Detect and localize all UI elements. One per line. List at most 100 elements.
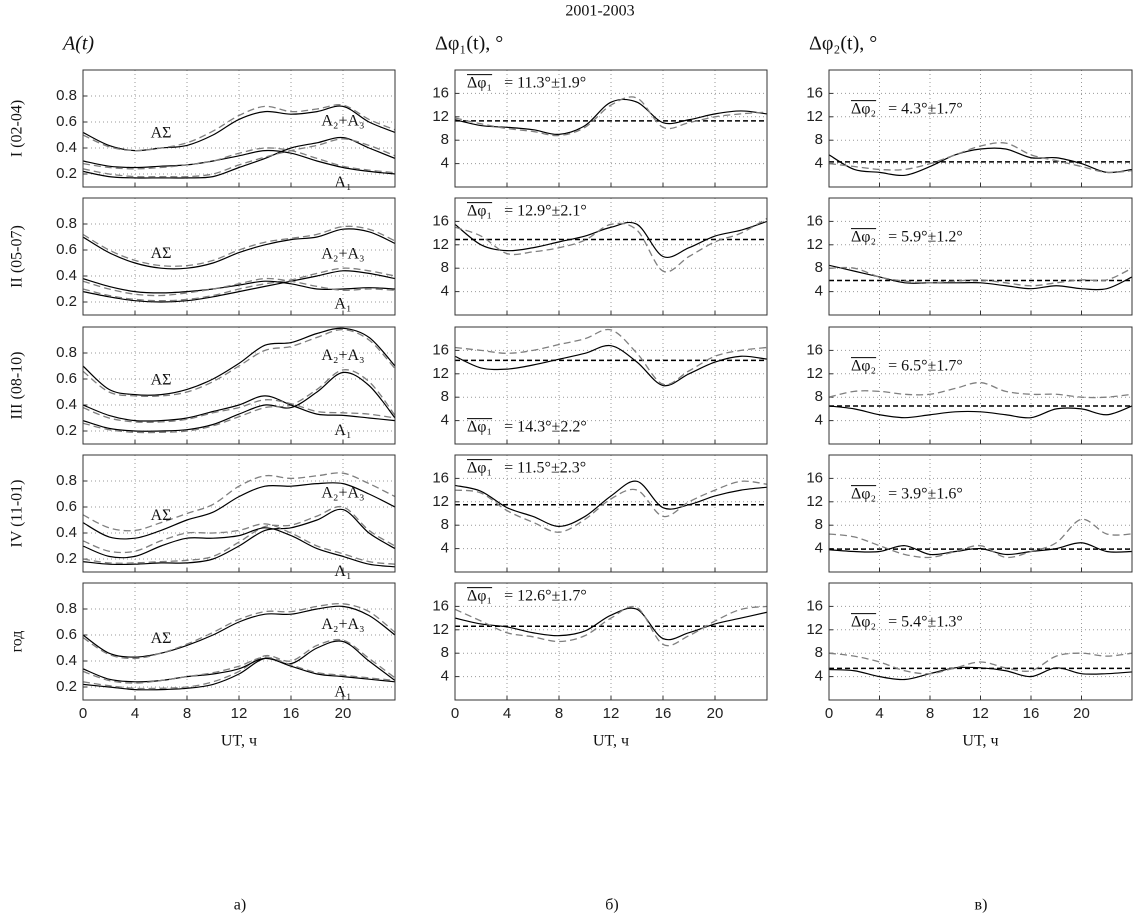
panel-label: б) xyxy=(605,897,618,914)
x-tick-label: 0 xyxy=(79,705,87,722)
mean-label: = 5.9°±1.2° xyxy=(888,229,963,246)
data-line xyxy=(83,228,395,270)
data-line xyxy=(83,482,395,540)
mean-label: = 14.3°±2.2° xyxy=(504,419,587,436)
x-tick-label: 0 xyxy=(825,705,833,722)
y-tick-label: 0.6 xyxy=(56,113,77,130)
plot-lines xyxy=(83,472,395,568)
data-line xyxy=(83,605,395,658)
data-line xyxy=(83,508,395,566)
curve-label: AΣ xyxy=(151,507,172,524)
y-tick-label: 16 xyxy=(806,84,823,101)
curve-label: A₁ xyxy=(334,422,351,439)
mean-symbol: Δφ₂ xyxy=(851,358,876,375)
y-tick-label: 0.2 xyxy=(56,550,77,567)
y-tick-label: 4 xyxy=(441,668,449,685)
y-tick-label: 0.4 xyxy=(56,652,77,669)
plot-lines xyxy=(83,225,395,303)
mean-label: = 12.6°±1.7° xyxy=(504,588,587,605)
y-tick-label: 16 xyxy=(432,84,449,101)
data-line xyxy=(83,138,395,178)
mean-symbol: Δφ₁ xyxy=(467,75,492,92)
data-line xyxy=(829,542,1132,556)
plot-frame xyxy=(82,69,396,188)
plot-frame xyxy=(454,326,768,445)
mean-label: = 11.3°±1.9° xyxy=(504,75,586,92)
plot-area xyxy=(829,327,1132,444)
curve-label: A₁ xyxy=(334,296,351,313)
data-line xyxy=(83,147,395,174)
y-tick-label: 8 xyxy=(815,388,823,405)
plot-lines xyxy=(455,217,767,273)
y-tick-label: 12 xyxy=(432,236,449,253)
row-label: IV (11-01) xyxy=(9,480,26,548)
y-tick-label: 8 xyxy=(441,644,449,661)
y-tick-label: 16 xyxy=(806,212,823,229)
y-tick-label: 16 xyxy=(806,341,823,358)
curve-label: A₁ xyxy=(334,174,351,191)
y-tick-label: 0.6 xyxy=(56,241,77,258)
curve-label: A₂+A₃ xyxy=(321,112,364,129)
curve-label: AΣ xyxy=(151,125,172,142)
y-tick-label: 8 xyxy=(441,259,449,276)
y-tick-label: 12 xyxy=(432,108,449,125)
y-tick-label: 0.2 xyxy=(56,293,77,310)
plot-frame xyxy=(454,454,768,573)
y-tick-label: 0.6 xyxy=(56,626,77,643)
plot-area xyxy=(829,198,1132,315)
x-tick-label: 12 xyxy=(603,705,620,722)
data-line xyxy=(829,405,1132,419)
y-tick-label: 0.8 xyxy=(56,87,77,104)
y-tick-label: 0.2 xyxy=(56,165,77,182)
plot-frame xyxy=(82,454,396,573)
mean-symbol: Δφ₁ xyxy=(467,588,492,605)
x-tick-label: 16 xyxy=(1023,705,1040,722)
mean-label: = 4.3°±1.7° xyxy=(888,101,963,118)
plot-frame xyxy=(828,197,1133,316)
mean-symbol: Δφ₁ xyxy=(467,203,492,220)
mean-symbol: Δφ₂ xyxy=(851,614,876,631)
plot-area xyxy=(455,455,767,572)
plot-frame xyxy=(828,326,1133,445)
data-line xyxy=(83,657,395,683)
column-title: Δφ₂(t), ° xyxy=(809,33,877,55)
data-line xyxy=(83,328,395,398)
data-line xyxy=(455,605,767,647)
plot-area xyxy=(455,198,767,315)
plot-area xyxy=(83,198,395,315)
mean-symbol: Δφ₂ xyxy=(851,486,876,503)
y-tick-label: 4 xyxy=(815,412,823,429)
curve-label: AΣ xyxy=(151,630,172,647)
y-tick-label: 8 xyxy=(441,388,449,405)
data-line xyxy=(829,147,1132,177)
column-title: Δφ₁(t), ° xyxy=(435,33,503,55)
plot-area xyxy=(829,455,1132,572)
y-tick-label: 16 xyxy=(806,597,823,614)
y-tick-label: 4 xyxy=(815,155,823,172)
data-line xyxy=(829,264,1132,291)
y-tick-label: 0.2 xyxy=(56,422,77,439)
y-tick-label: 4 xyxy=(815,283,823,300)
y-tick-label: 12 xyxy=(432,621,449,638)
plot-area xyxy=(83,327,395,444)
y-tick-label: 8 xyxy=(815,131,823,148)
data-line xyxy=(83,149,395,175)
y-tick-label: 8 xyxy=(815,516,823,533)
data-line xyxy=(83,505,395,564)
row-label: II (05-07) xyxy=(9,225,26,288)
x-tick-label: 8 xyxy=(555,705,563,722)
data-line xyxy=(83,371,395,432)
x-axis-label: UT, ч xyxy=(221,733,257,750)
y-tick-label: 12 xyxy=(806,236,823,253)
curve-label: A₂+A₃ xyxy=(321,616,364,633)
panel-label: в) xyxy=(975,897,988,914)
data-line xyxy=(83,527,395,568)
data-line xyxy=(83,136,395,179)
data-line xyxy=(455,98,767,135)
plot-lines xyxy=(83,602,395,691)
plot-lines xyxy=(455,328,767,387)
plot-frame xyxy=(828,454,1133,573)
x-axis-label: UT, ч xyxy=(593,733,629,750)
data-line xyxy=(455,480,767,527)
plot-area xyxy=(829,70,1132,187)
